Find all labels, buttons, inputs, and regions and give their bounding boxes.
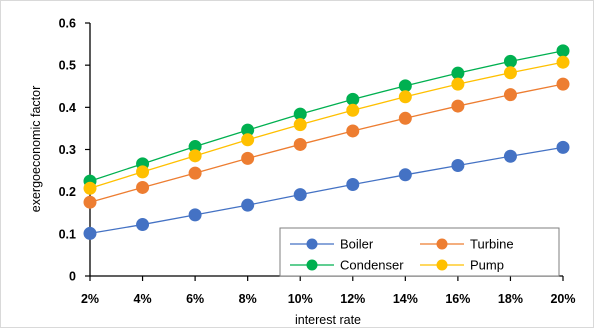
turbine-point [83,195,97,209]
boiler-point [136,218,150,232]
boiler-point [556,140,570,154]
y-tick-label: 0.4 [59,101,76,115]
x-tick-label: 4% [134,292,152,306]
turbine-point [241,151,255,165]
pump-point [398,90,412,104]
condenser-point [556,44,570,58]
pump-point [241,133,255,147]
condenser-point [188,140,202,154]
pump-point [83,181,97,195]
x-tick-label: 16% [445,292,470,306]
condenser-line [89,50,564,182]
x-tick-label: 18% [498,292,523,306]
condenser-point [451,66,465,80]
series-boiler [83,140,570,240]
boiler-point [346,177,360,191]
boiler-point [398,168,412,182]
turbine-point [398,111,412,125]
x-tick-label: 8% [239,292,257,306]
legend-label: Pump [470,258,504,273]
turbine-point [188,166,202,180]
y-tick-label: 0.1 [59,227,76,241]
legend-item-boiler: Boiler [290,237,374,252]
series-turbine [83,77,570,209]
turbine-point [346,124,360,138]
condenser-point [293,107,307,121]
y-tick-label: 0.2 [59,185,76,199]
legend-label: Condenser [340,258,404,273]
legend-swatch-marker [306,238,318,250]
boiler-point [188,208,202,222]
boiler-line [89,146,564,235]
boiler-point [241,198,255,212]
legend: Boiler Turbine Condenser Pump [279,227,560,277]
turbine-point [556,77,570,91]
y-tick-label: 0.5 [59,59,76,73]
condenser-point [398,79,412,93]
x-tick-label: 10% [288,292,313,306]
pump-point [503,66,517,80]
condenser-point [346,92,360,106]
x-tick-label: 14% [393,292,418,306]
boiler-point [293,188,307,202]
series-layer [83,44,570,240]
turbine-point [503,88,517,102]
condenser-point [241,123,255,137]
pump-line [89,61,564,189]
y-tick-label: 0.3 [59,143,76,157]
y-tick-label: 0.6 [59,17,76,31]
x-axis-title: interest rate [295,313,361,327]
y-axis-title: exergoeconomic factor [29,86,43,212]
legend-label: Boiler [340,237,374,252]
y-tick-label: 0 [69,270,76,284]
x-tick-label: 20% [550,292,575,306]
pump-point [451,77,465,91]
legend-label: Turbine [470,237,514,252]
turbine-point [136,180,150,194]
legend-swatch-marker [436,259,448,271]
pump-point [188,149,202,163]
boiler-point [503,149,517,163]
x-tick-label: 12% [340,292,365,306]
boiler-point [83,226,97,240]
legend-swatch-marker [436,238,448,250]
legend-box [279,227,560,277]
legend-item-turbine: Turbine [420,237,514,252]
turbine-point [451,99,465,113]
pump-point [346,103,360,117]
x-tick-label: 2% [81,292,99,306]
legend-item-pump: Pump [420,258,504,273]
condenser-point [503,54,517,68]
legend-item-condenser: Condenser [290,258,404,273]
series-pump [83,55,570,195]
pump-point [556,55,570,69]
x-tick-label: 6% [186,292,204,306]
turbine-line [89,83,564,203]
series-condenser [83,44,570,188]
pump-point [136,165,150,179]
legend-swatch-marker [306,259,318,271]
pump-point [293,118,307,132]
boiler-point [451,159,465,173]
turbine-point [293,137,307,151]
